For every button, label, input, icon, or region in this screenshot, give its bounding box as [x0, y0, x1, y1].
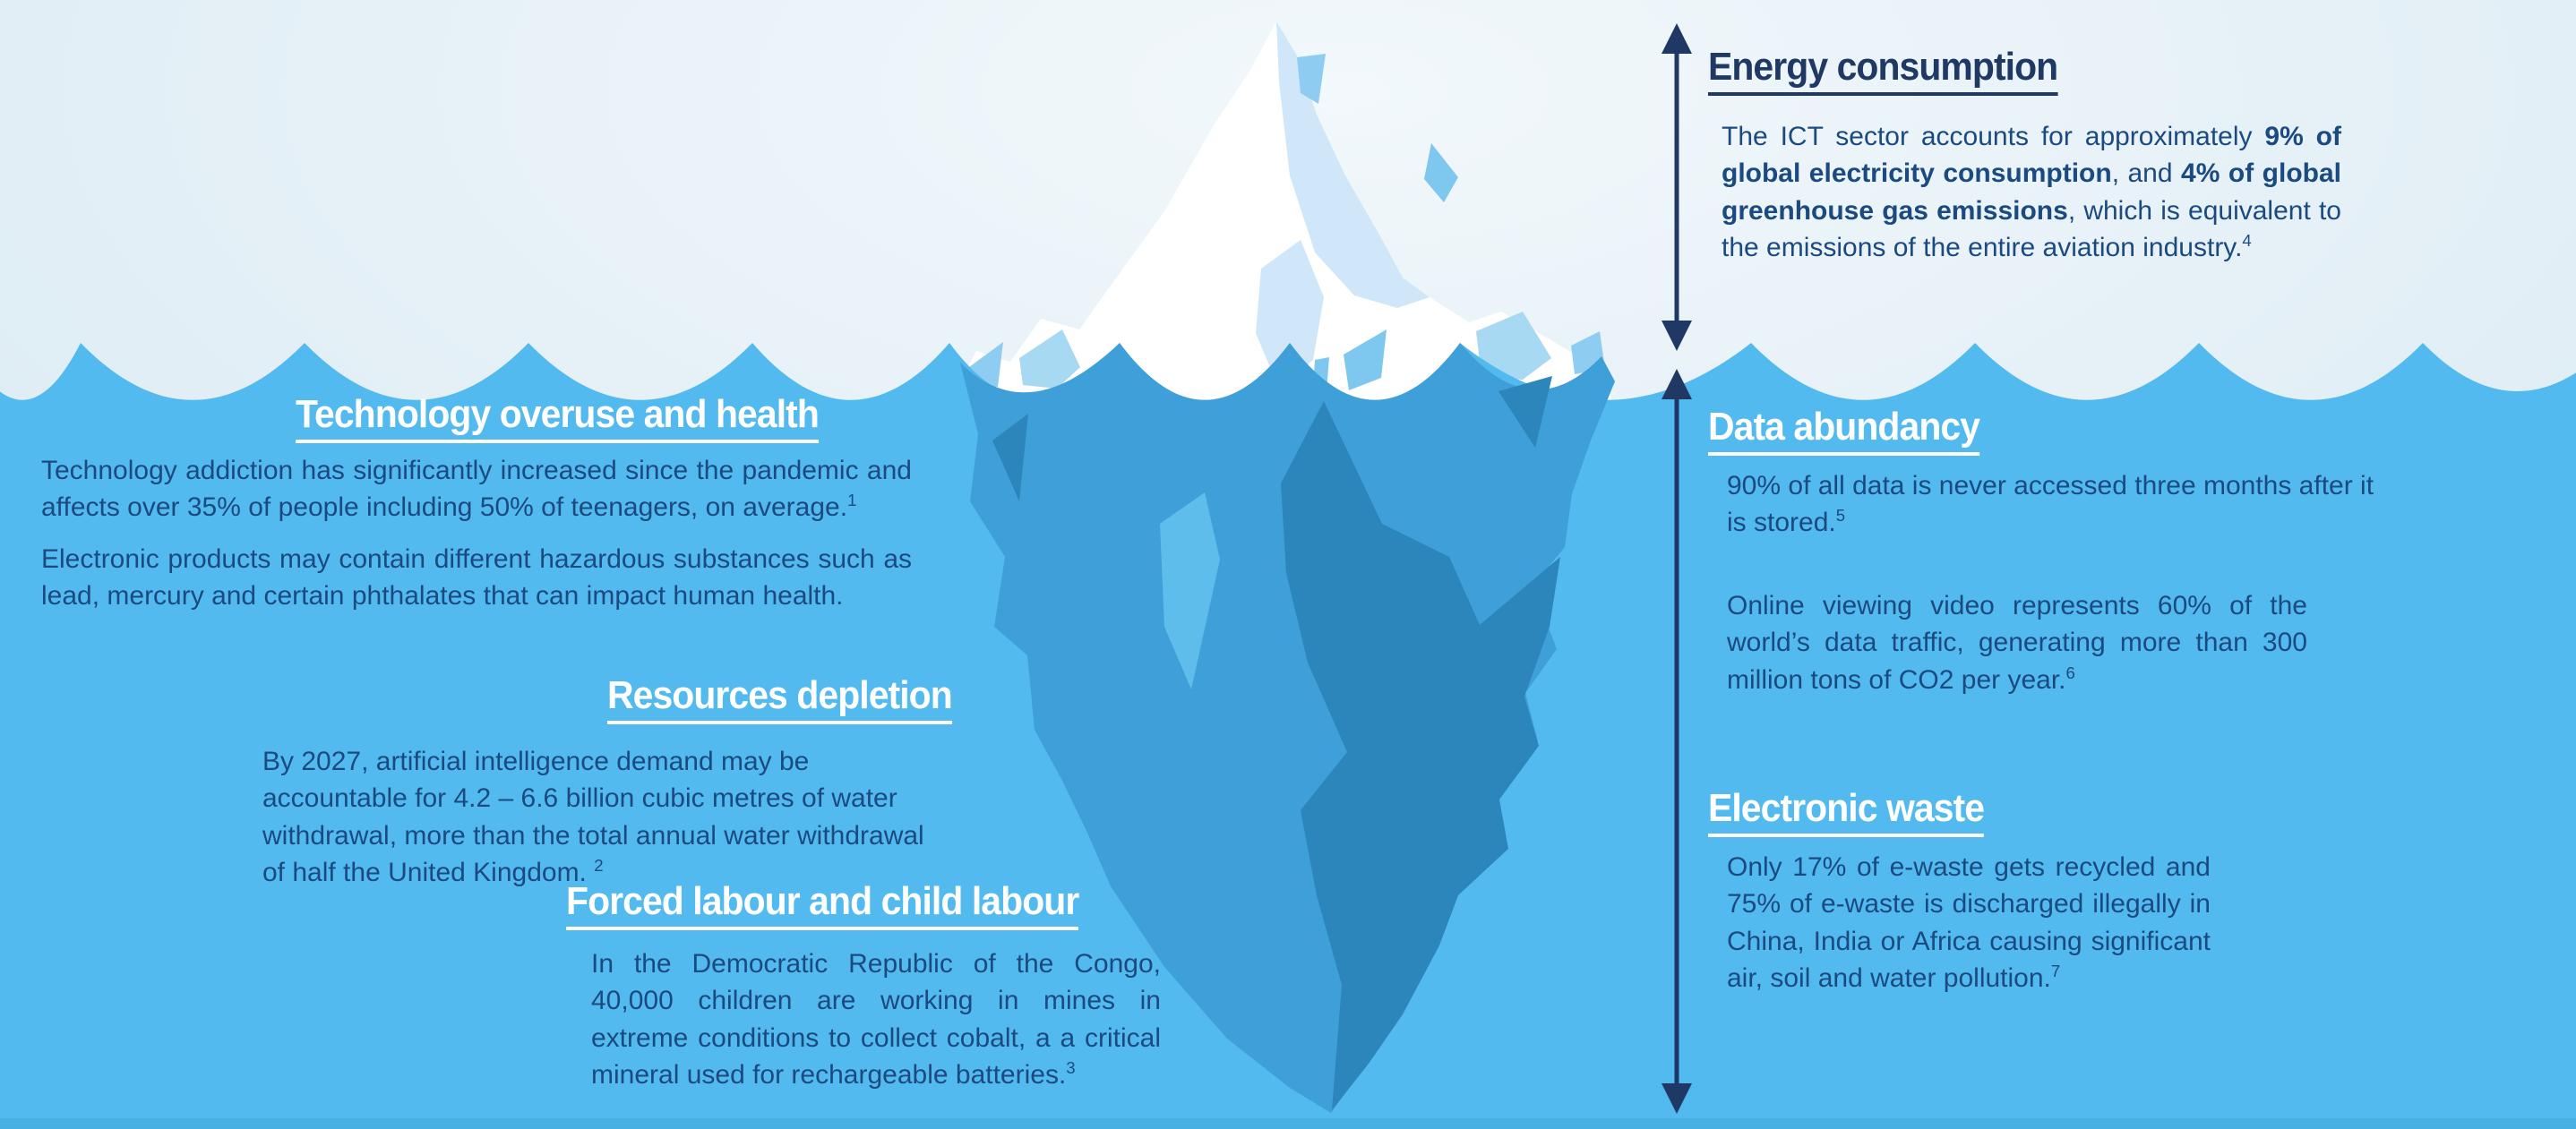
data-abundancy-footnote-ref-1: 5: [1835, 506, 1846, 526]
electronic-waste-text: Only 17% of e-waste gets recycled and 75…: [1727, 852, 2211, 994]
resources-text: By 2027, artificial intelligence demand …: [262, 747, 924, 888]
forced-labour-footnote-ref: 3: [1066, 1058, 1076, 1078]
energy-heading: Energy consumption: [1708, 45, 2058, 97]
technology-footnote-ref: 1: [847, 491, 857, 510]
energy-section: Energy consumption: [1708, 45, 2084, 97]
iceberg-facet: [1476, 312, 1551, 380]
data-abundancy-footnote-ref-2: 6: [2065, 663, 2075, 682]
energy-paragraph: The ICT sector accounts for approximatel…: [1722, 118, 2341, 267]
technology-paragraph-2: Electronic products may contain differen…: [41, 541, 912, 615]
electronic-waste-section: Electronic waste: [1708, 786, 2005, 838]
technology-text-2: Electronic products may contain differen…: [41, 543, 912, 612]
data-abundancy-paragraph-1: 90% of all data is never accessed three …: [1727, 467, 2503, 542]
forced-labour-text: In the Democratic Republic of the Congo,…: [591, 949, 1161, 1091]
iceberg-above-body: [949, 21, 1615, 410]
iceberg-below-water: [960, 343, 1615, 1113]
resources-footnote-ref: 2: [594, 856, 604, 876]
iceberg-facet: [1297, 54, 1326, 104]
energy-text-pre: The ICT sector accounts for approximatel…: [1722, 122, 2265, 151]
resources-paragraph: By 2027, artificial intelligence demand …: [262, 743, 997, 892]
technology-paragraph-1: Technology addiction has significantly i…: [41, 452, 912, 526]
electronic-waste-heading: Electronic waste: [1708, 786, 1985, 838]
electronic-waste-paragraph: Only 17% of e-waste gets recycled and 75…: [1727, 849, 2211, 997]
technology-section: Technology overuse and health: [296, 392, 858, 444]
iceberg-shadow-facet: [1281, 401, 1560, 1110]
forced-labour-section: Forced labour and child labour: [566, 879, 1117, 931]
energy-stat-electricity: 9% of global electricity consumption: [1722, 122, 2341, 189]
iceberg-above-water: [949, 21, 1615, 410]
forced-labour-heading: Forced labour and child labour: [566, 879, 1079, 931]
technology-heading: Technology overuse and health: [296, 392, 820, 444]
iceberg-facet: [1424, 143, 1458, 202]
resources-heading: Resources depletion: [607, 673, 953, 725]
energy-text-mid: , and: [2111, 158, 2182, 189]
data-abundancy-text-1: 90% of all data is never accessed three …: [1727, 471, 2374, 538]
iceberg-facet: [1256, 240, 1324, 389]
energy-footnote-ref: 4: [2242, 231, 2252, 251]
technology-body: Technology addiction has significantly i…: [41, 452, 912, 615]
iceberg-shadow-facet: [1498, 376, 1552, 448]
energy-text-post: , which is equivalent to the emissions o…: [1722, 195, 2341, 263]
bottom-edge-band: [0, 1118, 2576, 1129]
energy-stat-ghg: 4% of global greenhouse gas emissions: [1722, 158, 2341, 226]
data-abundancy-text-2: Online viewing video represents 60% of t…: [1727, 591, 2307, 695]
electronic-waste-footnote-ref: 7: [2050, 962, 2061, 981]
technology-text-1: Technology addiction has significantly i…: [41, 456, 912, 523]
below-water-arrow: [1662, 369, 1692, 1114]
iceberg-facet: [1344, 329, 1387, 390]
data-abundancy-heading: Data abundancy: [1708, 405, 1980, 457]
above-water-arrow: [1662, 23, 1692, 351]
data-abundancy-paragraph-2: Online viewing video represents 60% of t…: [1727, 587, 2307, 698]
iceberg-facet: [1276, 21, 1430, 308]
iceberg-shadow-facet: [992, 414, 1028, 501]
forced-labour-paragraph: In the Democratic Republic of the Congo,…: [591, 945, 1161, 1094]
data-abundancy-section: Data abundancy: [1708, 405, 2000, 457]
iceberg-light-facet: [1160, 492, 1220, 689]
resources-section: Resources depletion: [607, 673, 978, 725]
iceberg-facet: [1019, 329, 1080, 389]
iceberg-below-body: [960, 343, 1615, 1113]
